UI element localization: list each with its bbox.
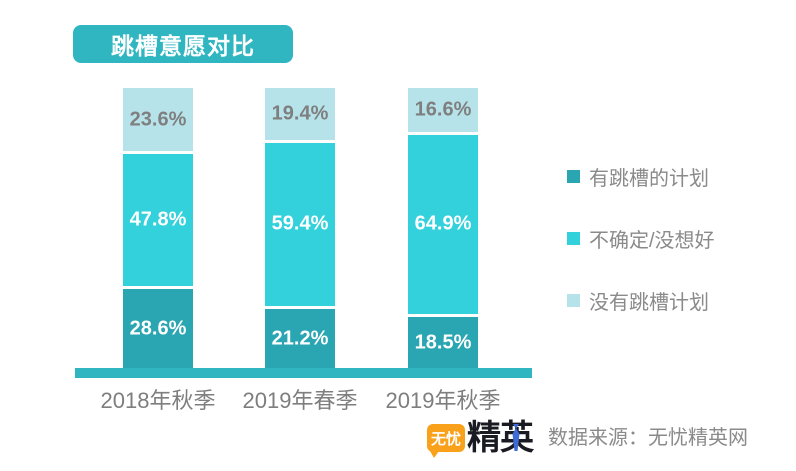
legend-swatch-icon xyxy=(567,294,580,307)
bar-value-label: 64.9% xyxy=(414,212,472,235)
x-axis-label: 2018年秋季 xyxy=(100,388,216,413)
x-axis-label: 2019年秋季 xyxy=(385,388,501,413)
bar-segment: 23.6% xyxy=(123,88,193,155)
chart-title: 跳槽意愿对比 xyxy=(111,33,255,59)
speech-bubble-tail-icon xyxy=(430,451,439,458)
legend-label: 不确定/没想好 xyxy=(589,230,715,252)
bar-segment: 19.4% xyxy=(265,88,335,143)
x-axis-baseline xyxy=(75,368,532,378)
logo-brand-text: 精英 xyxy=(467,419,534,457)
legend-item: 不确定/没想好 xyxy=(567,224,715,253)
bar-segment: 16.6% xyxy=(408,88,478,135)
legend-swatch-icon xyxy=(567,170,580,183)
bar-segment: 47.8% xyxy=(123,154,193,289)
necktie-icon xyxy=(512,424,520,451)
51job-elite-logo: 无忧 精英 xyxy=(427,414,534,462)
bar-value-label: 28.6% xyxy=(129,317,187,340)
bar-segment: 28.6% xyxy=(123,288,193,369)
legend-item: 有跳槽的计划 xyxy=(567,162,715,191)
bar-value-label: 47.8% xyxy=(129,208,187,231)
chart-legend: 有跳槽的计划 不确定/没想好 没有跳槽计划 xyxy=(567,162,715,315)
x-axis-label: 2019年春季 xyxy=(242,388,358,413)
data-source-text: 数据来源：无忧精英网 xyxy=(548,427,748,449)
bar-segment: 18.5% xyxy=(408,317,478,369)
bar-segment: 21.2% xyxy=(265,309,335,369)
logo-speech-bubble: 无忧 xyxy=(427,424,465,458)
legend-item: 没有跳槽计划 xyxy=(567,286,715,315)
logo-bubble-text: 无忧 xyxy=(430,430,461,448)
bar-value-label: 59.4% xyxy=(271,212,329,235)
chart-title-badge: 跳槽意愿对比 xyxy=(73,25,293,63)
bar-value-label: 19.4% xyxy=(271,102,329,125)
bar-value-label: 18.5% xyxy=(414,331,472,354)
legend-label: 有跳槽的计划 xyxy=(589,168,709,190)
legend-label: 没有跳槽计划 xyxy=(589,292,709,314)
bar-value-label: 23.6% xyxy=(129,108,187,131)
bar-value-label: 21.2% xyxy=(271,327,329,350)
bar-segment: 59.4% xyxy=(265,142,335,310)
bar-value-label: 16.6% xyxy=(414,98,472,121)
bar-segment: 64.9% xyxy=(408,134,478,317)
legend-swatch-icon xyxy=(567,232,580,245)
